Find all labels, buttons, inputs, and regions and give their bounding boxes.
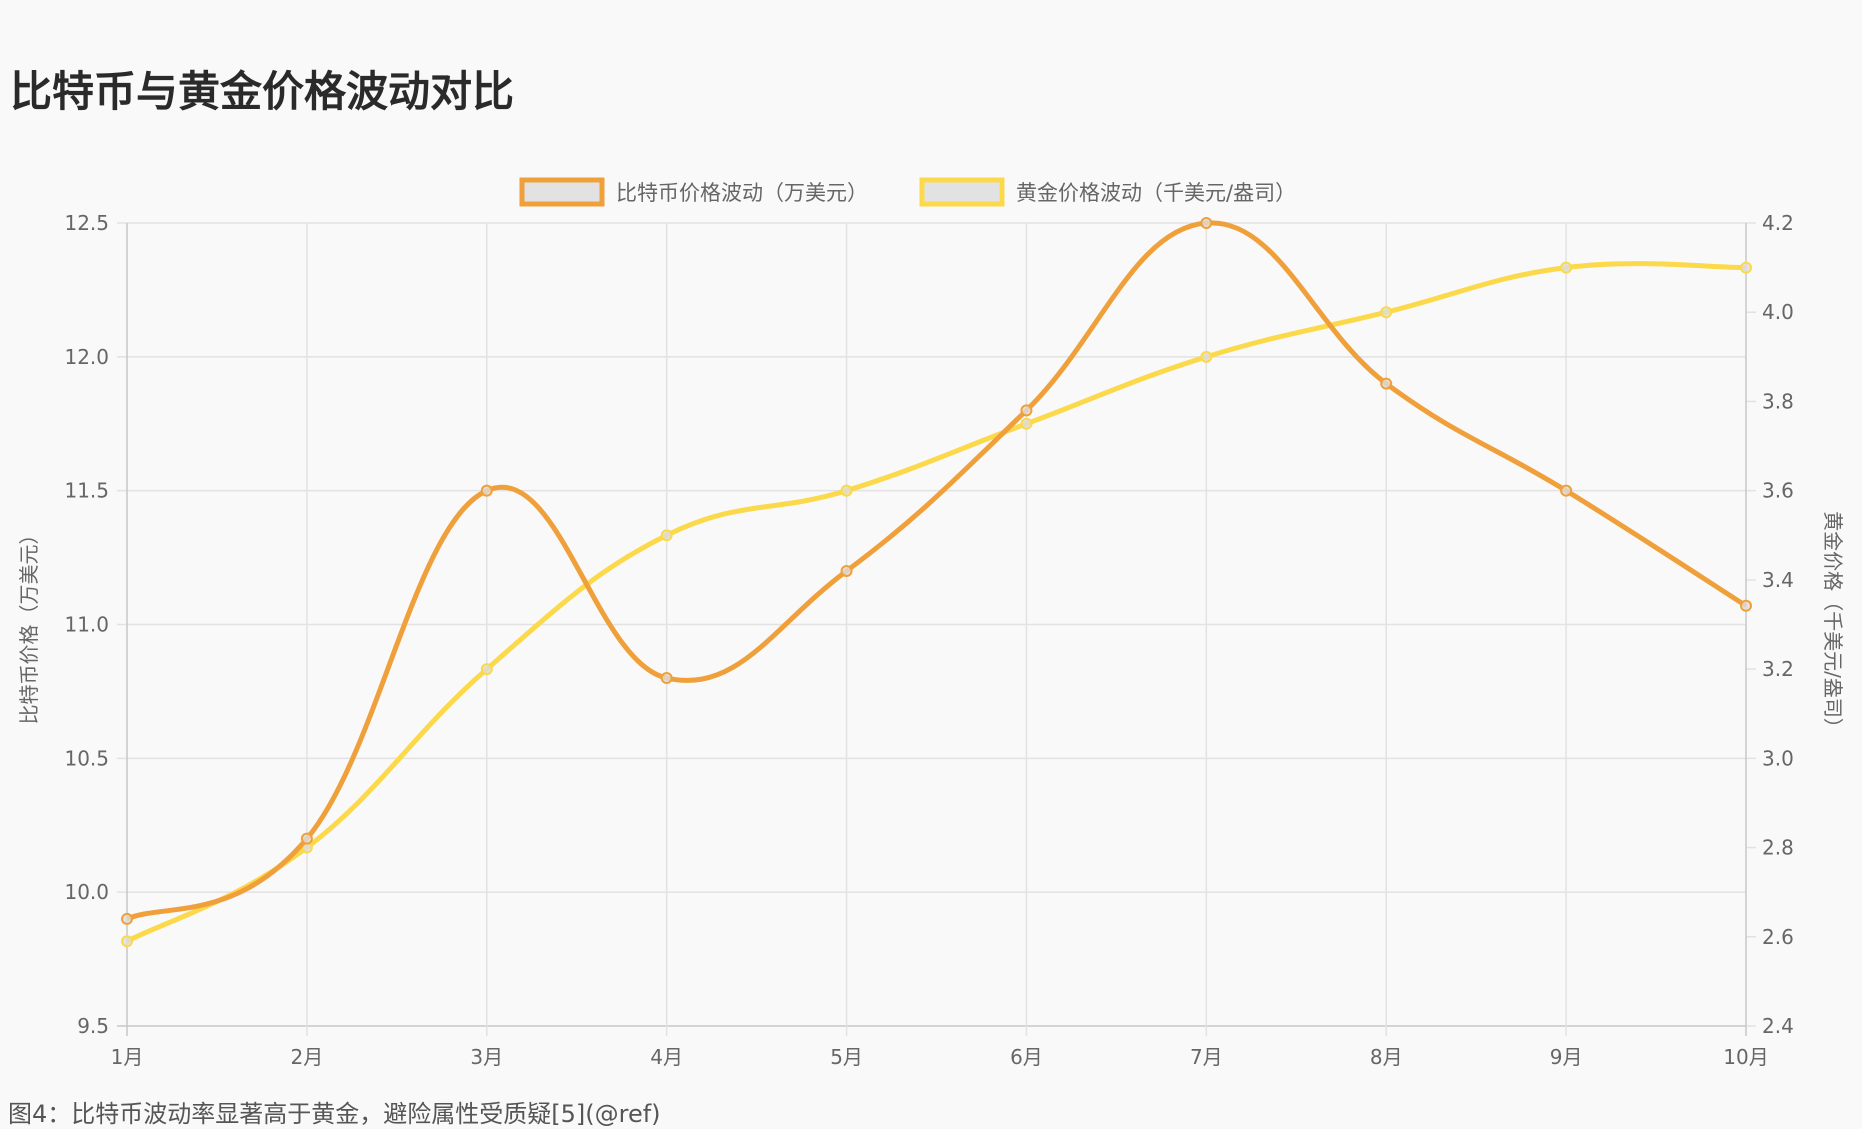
- x-tick-label: 4月: [650, 1045, 683, 1069]
- y-right-tick-label: 4.0: [1762, 300, 1794, 324]
- x-tick-label: 2月: [291, 1045, 324, 1069]
- y-right-tick-label: 3.0: [1762, 746, 1794, 770]
- data-point: [480, 663, 493, 676]
- y-right-tick-label: 3.8: [1762, 389, 1794, 413]
- data-point: [300, 832, 313, 845]
- y-left-tick-label: 11.5: [64, 479, 109, 503]
- chart-title: 比特币与黄金价格波动对比: [10, 67, 515, 116]
- y-left-tick-label: 9.5: [77, 1014, 109, 1038]
- data-point: [1380, 377, 1393, 390]
- data-point: [1020, 417, 1033, 430]
- x-tick-label: 8月: [1370, 1045, 1403, 1069]
- data-point: [480, 484, 493, 497]
- y-left-tick-label: 10.0: [64, 880, 109, 904]
- series-line: [125, 220, 1748, 922]
- data-point: [1740, 599, 1752, 612]
- data-point: [660, 672, 673, 685]
- y-right-axis-title: 黄金价格（千美元/盎司）: [1821, 511, 1845, 738]
- y-right-tick-label: 2.6: [1762, 925, 1794, 949]
- data-point: [660, 529, 673, 542]
- legend-swatch: [519, 177, 605, 207]
- data-point: [1740, 261, 1752, 274]
- legend-label: 比特币价格波动（万美元）: [616, 181, 868, 205]
- data-point: [840, 484, 853, 497]
- y-left-tick-label: 11.0: [64, 613, 109, 637]
- y-left-axis-title: 比特币价格（万美元）: [17, 525, 41, 725]
- data-point: [1560, 484, 1573, 497]
- x-tick-label: 10月: [1723, 1045, 1768, 1069]
- y-right-tick-label: 4.2: [1762, 211, 1794, 235]
- y-left-tick-label: 12.5: [64, 211, 109, 235]
- y-right-tick-label: 2.4: [1762, 1014, 1794, 1038]
- data-point: [121, 935, 133, 948]
- y-left-tick-label: 12.0: [64, 345, 109, 369]
- legend-label: 黄金价格波动（千美元/盎司）: [1016, 181, 1296, 205]
- y-right-tick-label: 3.2: [1762, 657, 1794, 681]
- data-point: [840, 564, 853, 577]
- data-point: [1380, 306, 1393, 319]
- data-point: [1020, 404, 1033, 417]
- data-point: [121, 912, 133, 925]
- y-right-tick-label: 3.4: [1762, 568, 1794, 592]
- x-tick-label: 9月: [1550, 1045, 1583, 1069]
- data-point: [1200, 350, 1213, 363]
- x-tick-label: 1月: [111, 1045, 144, 1069]
- x-tick-label: 3月: [470, 1045, 503, 1069]
- data-point: [1560, 261, 1573, 274]
- legend-swatch: [919, 177, 1005, 207]
- x-tick-label: 6月: [1010, 1045, 1043, 1069]
- y-left-tick-label: 10.5: [64, 746, 109, 770]
- x-tick-label: 7月: [1190, 1045, 1223, 1069]
- figure-caption: 图4：比特币波动率显著高于黄金，避险属性受质疑[5](@ref): [8, 1100, 661, 1128]
- series-line: [125, 261, 1747, 944]
- data-point: [1200, 217, 1213, 229]
- x-tick-label: 5月: [830, 1045, 863, 1069]
- y-right-tick-label: 2.8: [1762, 836, 1794, 860]
- y-right-tick-label: 3.6: [1762, 479, 1794, 503]
